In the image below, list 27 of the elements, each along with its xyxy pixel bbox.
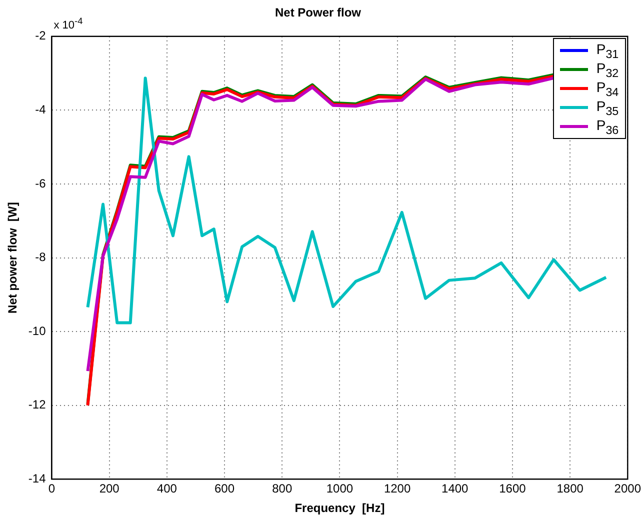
legend-label: P$_{31}$: [596, 41, 619, 61]
legend-label: P$_{36}$: [596, 117, 619, 137]
x-tick-label: 1400: [442, 482, 469, 496]
y-tick-label: -14: [28, 472, 46, 486]
legend-label: P$_{34}$: [596, 79, 619, 99]
y-tick-label: -10: [28, 324, 46, 338]
x-tick-label: 1000: [326, 482, 354, 496]
y-tick-label: -8: [35, 250, 46, 264]
y-tick-label: -2: [35, 28, 46, 43]
x-tick-label: 400: [156, 482, 178, 496]
x-tick-label: 1600: [499, 482, 526, 496]
x-tick-label: 800: [272, 482, 292, 496]
x-tick-label: 2000: [614, 482, 642, 496]
y-axis-title: Net power flow [W]: [6, 202, 20, 314]
x-tick-label: 1800: [556, 482, 584, 496]
y-tick-label: -6: [35, 176, 46, 190]
text: x 10$^{-4}$: [54, 16, 83, 32]
legend-label: P$_{32}$: [596, 60, 619, 80]
x-tick-label: 600: [214, 482, 235, 496]
legend-label: P$_{35}$: [596, 98, 619, 118]
x-tick-label: 200: [99, 482, 120, 496]
x-tick-label: 1200: [384, 482, 411, 496]
chart-title: Net Power flow: [274, 6, 362, 20]
x-axis-title: Frequency [Hz]: [294, 501, 385, 516]
y-tick-label: -4: [35, 102, 46, 117]
y-tick-label: -12: [28, 398, 46, 412]
x-tick-label: 0: [48, 482, 56, 496]
